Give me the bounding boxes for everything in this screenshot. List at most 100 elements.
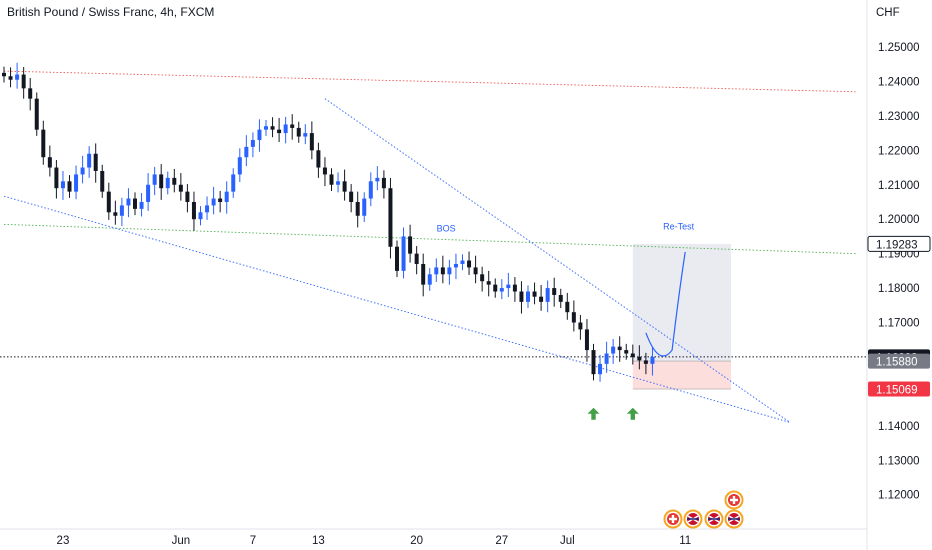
time-tick: 23: [57, 535, 70, 547]
price-tick: 1.18000: [878, 283, 920, 295]
candle-body: [296, 127, 301, 137]
candle-body: [447, 267, 452, 275]
candle-body: [270, 126, 275, 130]
candle-body: [381, 177, 386, 189]
candle-body: [368, 181, 373, 199]
candle-body: [336, 181, 341, 185]
candle-body: [611, 346, 616, 354]
candle-body: [539, 296, 544, 302]
candle-body: [172, 177, 177, 185]
candle-body: [54, 167, 59, 189]
candle-body: [506, 284, 511, 289]
candle-body: [322, 167, 327, 175]
candle-body: [283, 124, 288, 134]
price-tick: 1.22000: [878, 145, 920, 157]
candle-body: [414, 253, 419, 264]
trade-zones: [632, 243, 732, 390]
candle-body: [362, 198, 367, 216]
time-tick: 27: [495, 535, 508, 547]
trend-lines: [0, 70, 867, 423]
candle-body: [191, 201, 196, 220]
price-tick: 1.12000: [878, 490, 920, 502]
candle-body: [218, 198, 223, 202]
candle-body: [316, 150, 321, 168]
candle-body: [545, 288, 550, 302]
up-arrow-icon: [587, 407, 600, 420]
candle-body: [126, 198, 131, 206]
price-tick: 1.14000: [878, 421, 920, 433]
candle-body: [178, 184, 183, 192]
candle-body: [133, 198, 137, 209]
candle-body: [80, 167, 85, 175]
bos-label: BOS: [437, 223, 456, 233]
candle-body: [440, 267, 445, 275]
candle-body: [244, 146, 249, 158]
candle-body: [139, 201, 144, 209]
candle-body: [571, 312, 576, 323]
candle-body: [113, 212, 118, 216]
candle-body: [21, 74, 26, 89]
candle-body: [421, 263, 426, 285]
candle-body: [74, 174, 79, 192]
candle-body: [480, 274, 485, 282]
candle-body: [349, 191, 354, 202]
candle-body: [106, 191, 111, 213]
candle-body: [8, 76, 13, 80]
time-tick: 20: [410, 535, 423, 547]
retest-label: Re-Test: [663, 222, 695, 232]
candle-body: [427, 274, 432, 285]
candle-body: [250, 139, 255, 147]
candle-body: [224, 191, 229, 202]
candle-body: [60, 181, 65, 189]
candle-body: [532, 291, 537, 297]
candles: [2, 62, 655, 382]
price-tick: 1.24000: [878, 76, 920, 88]
candle-body: [165, 177, 170, 189]
candle-body: [598, 363, 603, 375]
price-label-box: [868, 381, 930, 397]
candle-body: [205, 205, 210, 213]
swiss-cross: [669, 517, 677, 521]
candle-body: [643, 360, 648, 364]
candle-body: [2, 72, 6, 77]
price-label-box: [868, 353, 930, 369]
candle-body: [401, 236, 406, 271]
candle-body: [28, 88, 33, 99]
chart-title: British Pound / Swiss Franc, 4h, FXCM: [7, 5, 214, 19]
candle-body: [375, 177, 380, 182]
event-icons[interactable]: [663, 490, 744, 529]
price-label-value: 1.15069: [876, 385, 918, 397]
candle-body: [558, 294, 563, 302]
candle-body: [342, 181, 347, 192]
candle-body: [41, 129, 46, 158]
signal-arrows: [587, 407, 639, 420]
price-tick: 1.23000: [878, 111, 920, 123]
candle-body: [453, 263, 458, 268]
candle-body: [303, 133, 308, 137]
candle-body: [630, 353, 635, 357]
candle-body: [277, 129, 282, 134]
candle-body: [290, 124, 295, 128]
time-axis[interactable]: 23 Jun 7 13 20 27 Jul 11: [57, 535, 692, 547]
annotations: BOS Re-Test: [437, 222, 695, 234]
stop-zone: [632, 361, 732, 390]
price-tick: 1.13000: [878, 455, 920, 467]
price-tick: 1.20000: [878, 214, 920, 226]
candle-body: [237, 157, 242, 175]
currency-label: CHF: [876, 7, 900, 19]
candle-body: [604, 353, 609, 364]
candle-body: [408, 236, 413, 254]
price-label-value: 1.19283: [876, 239, 918, 251]
candle-body: [565, 301, 570, 313]
price-axis[interactable]: 1.25000 1.24000 1.23000 1.22000 1.21000 1.200…: [878, 42, 920, 502]
up-arrow-icon: [626, 407, 639, 420]
retest-projection: [645, 251, 686, 357]
candle-body: [198, 212, 203, 220]
candle-body: [591, 350, 596, 375]
time-tick: Jun: [172, 535, 191, 547]
candle-body: [584, 329, 589, 351]
candle-body: [512, 284, 517, 292]
time-tick: 11: [679, 535, 691, 547]
